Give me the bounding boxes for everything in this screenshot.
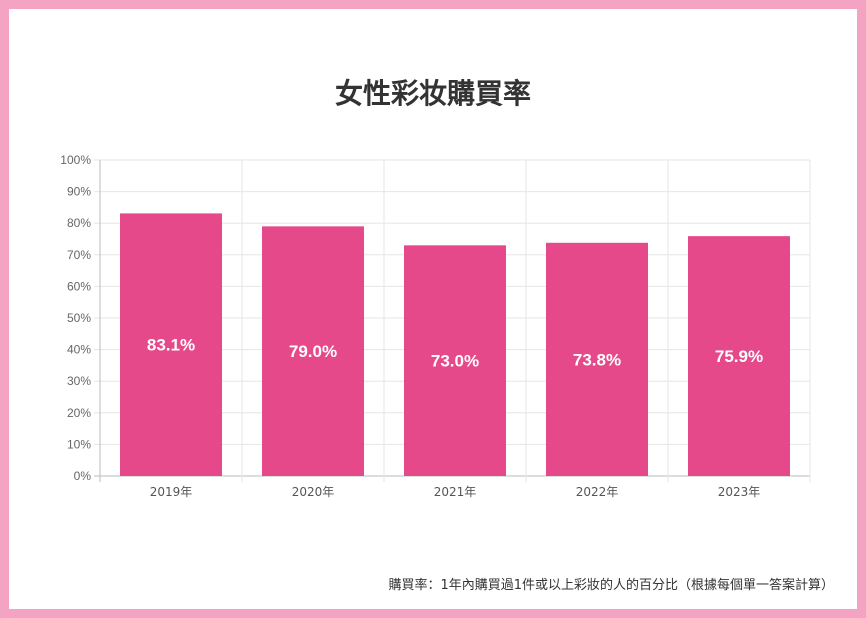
y-tick-label: 20% (67, 406, 91, 420)
bar (120, 213, 222, 477)
y-tick-label: 40% (67, 343, 91, 357)
data-label: 83.1% (147, 336, 195, 355)
y-tick-label: 100% (60, 153, 91, 167)
chart-title: 女性彩妆購買率 (334, 77, 531, 110)
x-tick-label: 2022年 (576, 485, 619, 499)
x-tick-label: 2019年 (150, 485, 193, 499)
x-tick-label: 2023年 (718, 485, 761, 499)
data-label: 79.0% (289, 342, 337, 361)
y-tick-label: 60% (67, 279, 91, 293)
y-tick-label: 90% (67, 185, 91, 199)
bar (546, 242, 648, 476)
x-tick-label: 2021年 (434, 485, 477, 499)
y-tick-label: 10% (67, 437, 91, 451)
bar (262, 226, 364, 476)
bar (404, 245, 506, 476)
y-tick-label: 50% (67, 311, 91, 325)
data-label: 73.8% (573, 350, 621, 369)
x-tick-label: 2020年 (292, 485, 335, 499)
data-label: 73.0% (431, 352, 479, 371)
footnote: 購買率：1年內購買過1件或以上彩妝的人的百分比（根據每個單一答案計算） (388, 578, 834, 593)
y-tick-label: 80% (67, 216, 91, 230)
data-label: 75.9% (715, 347, 763, 366)
y-tick-label: 30% (67, 374, 91, 388)
y-tick-label: 0% (74, 469, 92, 483)
bar (688, 236, 790, 476)
y-tick-label: 70% (67, 248, 91, 262)
